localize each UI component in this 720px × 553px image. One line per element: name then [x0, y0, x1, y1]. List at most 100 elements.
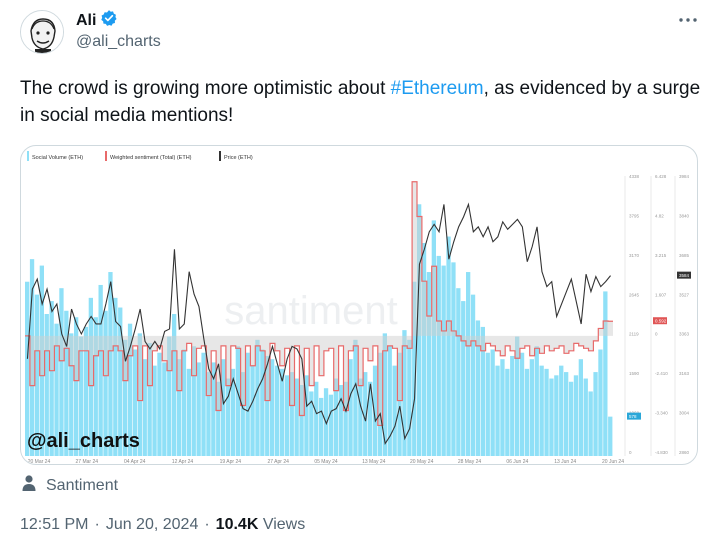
volume-bar [289, 372, 294, 456]
volume-bar [397, 352, 402, 456]
volume-axis-tick: 0 [629, 450, 632, 455]
legend-swatch [219, 151, 221, 161]
x-axis-ticks: 20 Mar 24 27 Mar 24 04 Apr 24 12 Apr 24 19 A… [28, 459, 624, 465]
x-tick-label: 27 Mar 24 [76, 459, 99, 465]
volume-bar [132, 349, 138, 456]
volume-bar [524, 368, 530, 456]
volume-bar [235, 346, 240, 456]
volume-bar [466, 272, 471, 456]
volume-bar [554, 375, 559, 456]
volume-bar [407, 339, 412, 456]
volume-bar [573, 375, 579, 456]
price-axis-tick: 2860 [679, 450, 690, 455]
volume-bar [225, 378, 231, 456]
legend-swatch [27, 151, 29, 161]
x-tick-label: 27 Apr 24 [267, 459, 289, 465]
volume-bar [191, 346, 196, 456]
volume-bar [221, 359, 226, 456]
volume-bar [559, 365, 564, 456]
tweet-text: The crowd is growing more optimistic abo… [20, 75, 710, 129]
volume-bar [402, 330, 407, 456]
author-handle[interactable]: @ali_charts [76, 33, 161, 50]
hashtag-link[interactable]: #Ethereum [390, 78, 484, 99]
sentiment-axis-tick: -3.340 [655, 411, 668, 416]
volume-bar [201, 352, 206, 456]
volume-bar [260, 349, 265, 456]
x-tick-label: 04 Apr 24 [124, 459, 146, 465]
volume-bar [181, 349, 187, 456]
sentiment-axis-tick: -4.830 [655, 450, 668, 455]
volume-bar [328, 394, 334, 456]
meta-separator: · [94, 516, 100, 533]
volume-bar [588, 391, 593, 456]
views-count[interactable]: 10.4K [215, 516, 259, 533]
volume-axis-tick: 2119 [629, 332, 639, 337]
more-icon[interactable] [678, 10, 698, 35]
volume-axis-current-label: 578 [629, 414, 637, 419]
volume-bar [78, 336, 84, 456]
volume-bars [25, 204, 613, 456]
x-tick-label: 06 Jun 24 [506, 459, 528, 465]
price-axis-tick: 3984 [679, 174, 690, 179]
tweet-date[interactable]: Jun 20, 2024 [105, 516, 199, 533]
volume-bar [230, 368, 236, 456]
volume-bar [103, 310, 108, 456]
tweet-time[interactable]: 12:51 PM [20, 516, 89, 533]
volume-bar [270, 359, 275, 456]
volume-bar [34, 294, 40, 456]
tweet-text-after: , as evidenced by a surge in social medi… [20, 78, 701, 126]
price-axis-tick: 3685 [679, 253, 690, 258]
x-tick-label: 12 Apr 24 [172, 459, 194, 465]
volume-bar [147, 343, 152, 456]
volume-bar [544, 368, 549, 456]
volume-bar [279, 368, 285, 456]
volume-bar [431, 220, 436, 456]
volume-bar [500, 359, 505, 456]
volume-bar [495, 365, 500, 456]
x-tick-label: 20 May 24 [410, 459, 434, 465]
avatar[interactable] [20, 10, 64, 54]
price-series-line [26, 202, 611, 446]
volume-axis-tick: 2645 [629, 292, 640, 297]
sentiment-axis-tick: 3.215 [655, 253, 667, 258]
price-line [26, 202, 611, 446]
volume-bar [127, 323, 133, 456]
volume-bar [598, 349, 603, 456]
tweet-media-chart[interactable]: Social Volume (ETH) Weighted sentiment (T… [20, 145, 698, 465]
legend-swatch [105, 151, 107, 161]
tweet-meta: 12:51 PM · Jun 20, 2024 · 10.4K Views [20, 516, 305, 534]
volume-bar [480, 326, 485, 456]
volume-bar [387, 346, 392, 456]
meta-separator-2: · [204, 516, 210, 533]
author-display-name[interactable]: Ali [76, 11, 97, 29]
attribution-label: Santiment [46, 476, 119, 494]
sentiment-axis-tick: -2.410 [655, 371, 668, 376]
volume-bar [123, 339, 128, 456]
volume-bar [74, 317, 79, 456]
volume-bar [333, 378, 338, 456]
volume-bar [265, 355, 270, 456]
volume-bar [446, 236, 451, 456]
volume-bar [515, 336, 520, 456]
volume-bar [211, 362, 216, 456]
volume-bar [534, 346, 539, 456]
price-axis-tick: 3363 [679, 332, 690, 337]
volume-bar [64, 310, 69, 456]
volume-bar [421, 243, 427, 456]
sentiment-axis-current-marker [653, 317, 667, 325]
chart-watermark: santiment [224, 289, 397, 333]
volume-bar [382, 333, 387, 456]
media-attribution[interactable]: Santiment [20, 474, 118, 497]
volume-bar [593, 372, 598, 456]
price-axis-tick: 3527 [679, 292, 690, 297]
volume-bar [240, 372, 245, 456]
volume-bar [250, 365, 255, 456]
volume-bar [314, 381, 319, 456]
volume-bar [25, 281, 30, 456]
volume-bar [118, 307, 123, 456]
volume-bar [470, 294, 476, 456]
volume-bar [196, 362, 201, 456]
volume-bar [510, 355, 515, 456]
volume-bar [456, 288, 461, 456]
x-tick-label: 13 Jun 24 [554, 459, 576, 465]
